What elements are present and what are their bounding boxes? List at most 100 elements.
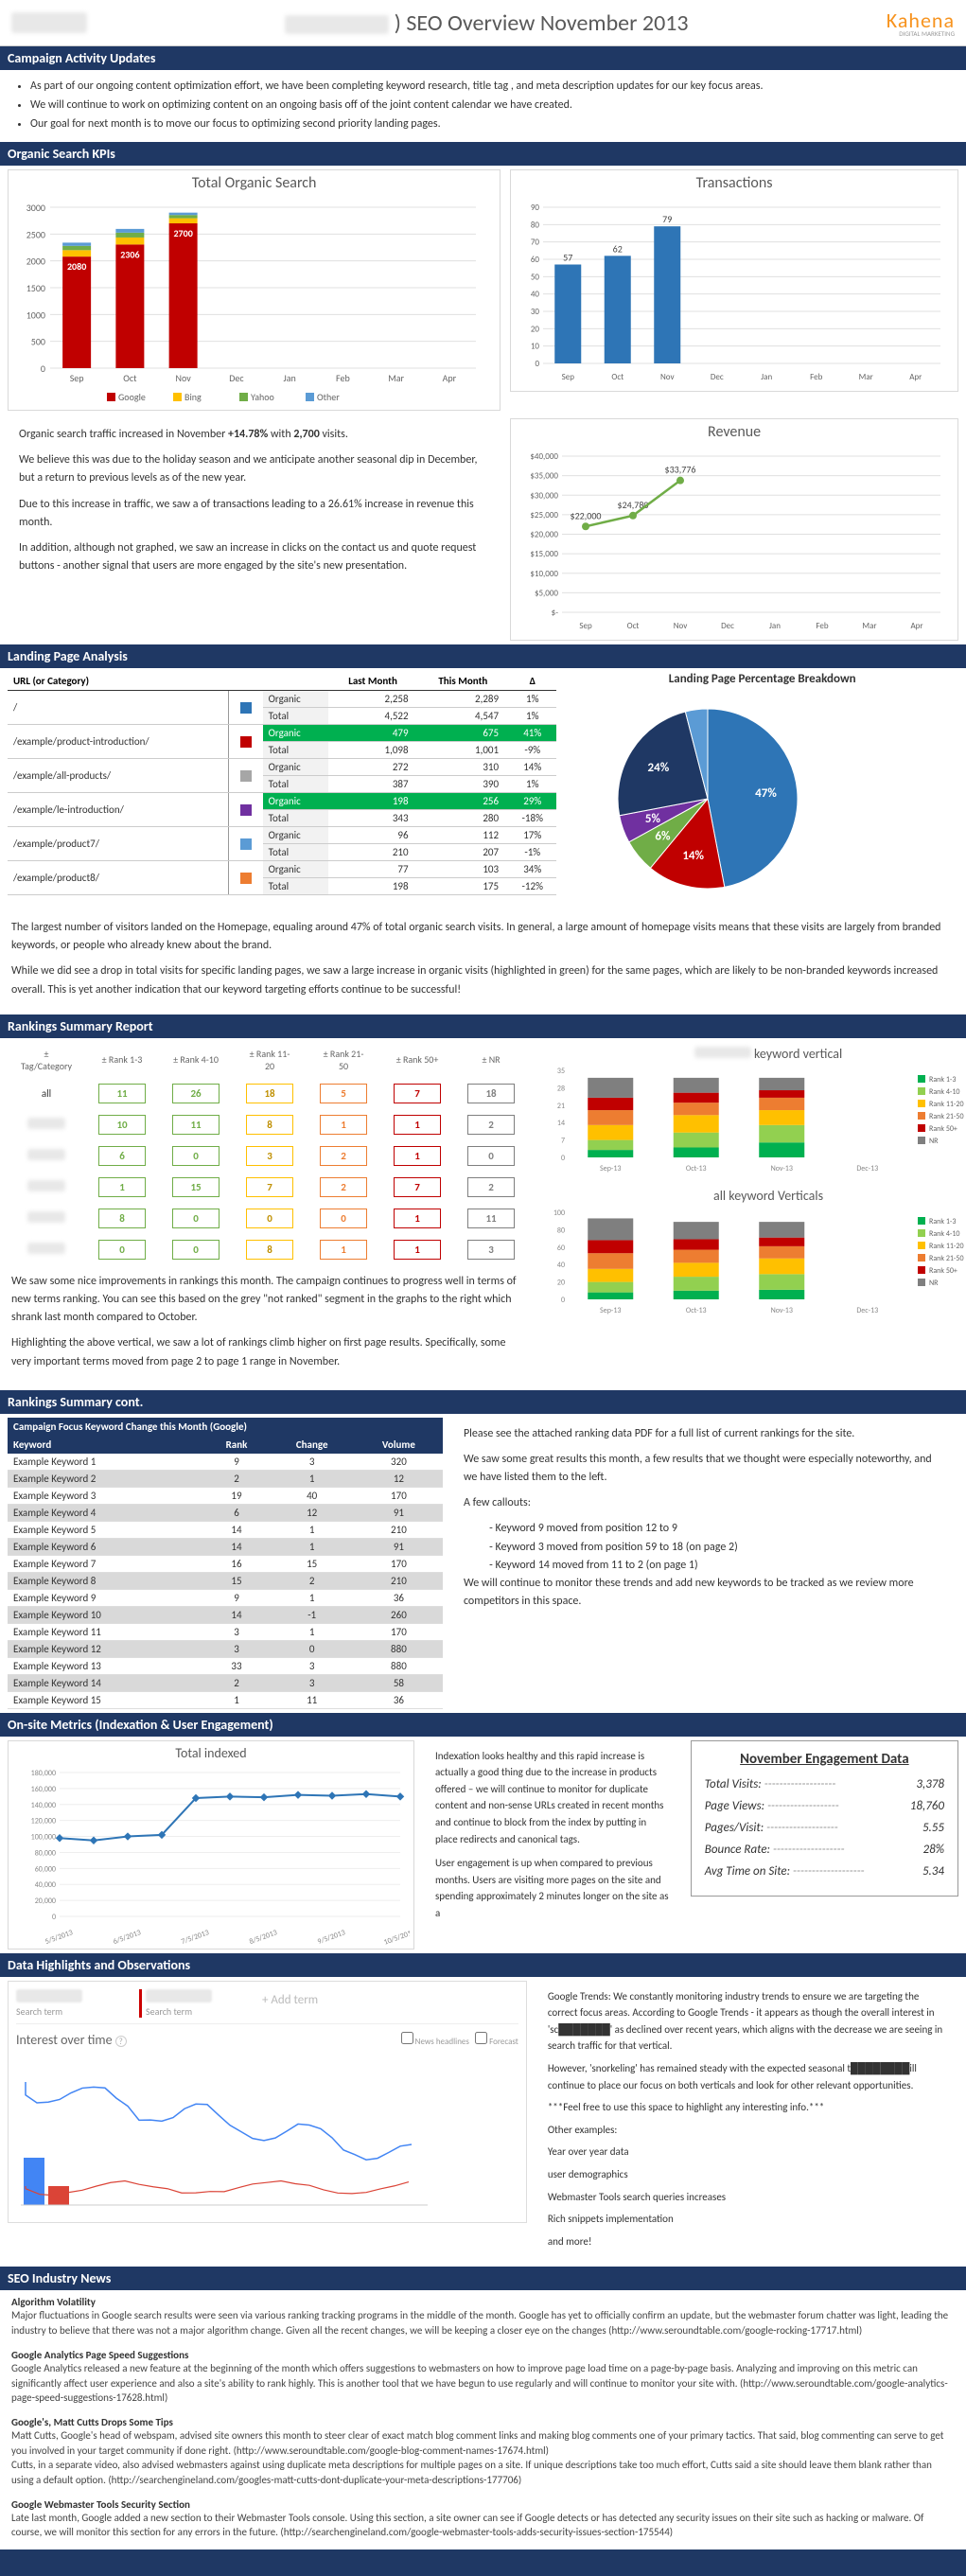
svg-text:60,000: 60,000 (35, 1864, 56, 1874)
total-organic-chart: Total Organic Search 0500100015002000250… (8, 169, 501, 411)
svg-text:Oct: Oct (627, 621, 640, 631)
svg-text:10/5/2013: 10/5/2013 (382, 1927, 410, 1944)
svg-text:6%: 6% (656, 829, 672, 843)
forecast-checkbox[interactable] (475, 2032, 487, 2044)
svg-text:Rank 1-3: Rank 1-3 (929, 1075, 956, 1085)
svg-text:Jan: Jan (284, 372, 296, 384)
svg-text:47%: 47% (756, 786, 778, 801)
svg-text:Feb: Feb (336, 372, 350, 384)
svg-text:24%: 24% (648, 761, 670, 775)
svg-text:20: 20 (531, 324, 540, 334)
section-highlights: Data Highlights and Observations (0, 1953, 966, 1977)
svg-text:60: 60 (557, 1244, 565, 1253)
svg-text:Nov: Nov (176, 372, 192, 384)
svg-text:40: 40 (531, 290, 540, 300)
svg-text:$15,000: $15,000 (531, 549, 559, 559)
section-news: SEO Industry News (0, 2267, 966, 2290)
svg-text:Apr: Apr (443, 372, 457, 384)
svg-text:Rank 11-20: Rank 11-20 (929, 1242, 964, 1251)
svg-text:Sep: Sep (70, 372, 84, 384)
engagement-box: November Engagement Data Total Visits: -… (691, 1740, 958, 1897)
svg-text:Dec: Dec (711, 372, 724, 382)
svg-text:180,000: 180,000 (31, 1769, 56, 1778)
rank-bar-chart-2: 020406080100Sep-13Oct-13Nov-13Dec-13Rank… (541, 1208, 966, 1316)
svg-text:5%: 5% (645, 812, 661, 826)
svg-text:Oct-13: Oct-13 (686, 1306, 707, 1315)
svg-text:30: 30 (531, 307, 540, 317)
svg-text:$33,776: $33,776 (665, 464, 696, 476)
svg-text:Feb: Feb (810, 372, 822, 382)
svg-text:Apr: Apr (911, 621, 923, 631)
svg-text:160,000: 160,000 (31, 1785, 56, 1794)
logo: Kahena DIGITAL MARKETING (887, 8, 955, 38)
svg-text:8/5/2013: 8/5/2013 (248, 1928, 278, 1945)
svg-text:$-: $- (552, 608, 559, 618)
svg-text:$22,000: $22,000 (571, 509, 602, 521)
svg-text:40,000: 40,000 (35, 1880, 56, 1890)
svg-text:Feb: Feb (817, 621, 829, 631)
section-campaign-updates: Campaign Activity Updates (0, 46, 966, 70)
svg-text:Yahoo: Yahoo (251, 391, 274, 403)
svg-text:Dec-13: Dec-13 (856, 1306, 878, 1315)
svg-text:$35,000: $35,000 (531, 471, 559, 482)
svg-text:3000: 3000 (26, 202, 45, 214)
keyword-analysis: Please see the attached ranking data PDF… (452, 1418, 958, 1709)
news-item: Google Analytics Page Speed SuggestionsG… (0, 2343, 966, 2410)
svg-text:500: 500 (31, 336, 45, 348)
svg-text:80,000: 80,000 (35, 1848, 56, 1858)
svg-text:2306: 2306 (120, 248, 139, 260)
svg-text:2080: 2080 (67, 260, 86, 273)
svg-text:Nov-13: Nov-13 (771, 1164, 793, 1173)
svg-text:7: 7 (561, 1136, 565, 1145)
svg-text:Mar: Mar (859, 372, 873, 382)
news-headlines-checkbox[interactable] (401, 2032, 413, 2044)
svg-text:$10,000: $10,000 (531, 569, 559, 579)
svg-text:Dec: Dec (229, 372, 244, 384)
svg-text:14: 14 (557, 1119, 565, 1128)
svg-text:$24,780: $24,780 (618, 499, 649, 511)
svg-text:100: 100 (553, 1209, 565, 1218)
svg-text:$30,000: $30,000 (531, 490, 559, 501)
svg-text:Rank 21-50: Rank 21-50 (929, 1254, 964, 1263)
campaign-updates-body: As part of our ongoing content optimizat… (0, 70, 966, 142)
svg-text:Nov: Nov (660, 372, 675, 382)
svg-text:21: 21 (557, 1102, 565, 1111)
svg-text:1500: 1500 (26, 282, 45, 294)
organic-analysis-text: Organic search traffic increased in Nove… (8, 418, 501, 591)
svg-text:20: 20 (557, 1278, 565, 1287)
indexation-text: Indexation looks healthy and this rapid … (424, 1740, 681, 1950)
pie-title: Landing Page Percentage Breakdown (566, 672, 958, 686)
footer-bar (0, 2550, 966, 2576)
keyword-change-table: Campaign Focus Keyword Change this Month… (8, 1418, 443, 1709)
svg-text:0: 0 (561, 1154, 565, 1163)
transactions-chart: Transactions 0102030405060708090576279Se… (510, 169, 958, 392)
svg-text:0: 0 (41, 362, 45, 375)
svg-text:Rank 50+: Rank 50+ (929, 1266, 957, 1276)
rank-bar-chart-1: 0714212835Sep-13Oct-13Nov-13Dec-13Rank 1… (541, 1066, 966, 1174)
trends-search-label-1: Search term (16, 2005, 101, 2018)
svg-text:6/5/2013: 6/5/2013 (112, 1928, 142, 1945)
svg-text:0: 0 (561, 1296, 565, 1305)
svg-text:2500: 2500 (26, 228, 45, 240)
landing-page-analysis: The largest number of visitors landed on… (0, 911, 966, 1015)
trends-add-term[interactable]: + Add term (262, 1989, 347, 2018)
svg-text:60: 60 (531, 255, 540, 265)
svg-text:Rank 4-10: Rank 4-10 (929, 1229, 959, 1239)
svg-text:Rank 21-50: Rank 21-50 (929, 1112, 964, 1121)
rank-bar1-title: keyword vertical (541, 1046, 966, 1062)
svg-text:Rank 1-3: Rank 1-3 (929, 1217, 956, 1226)
svg-text:35: 35 (557, 1067, 565, 1076)
svg-text:Google: Google (118, 391, 146, 403)
revenue-chart: Revenue $-$5,000$10,000$15,000$20,000$25… (510, 418, 958, 641)
landing-page-pie: 47%14%6%5%24% (566, 690, 850, 908)
svg-text:140,000: 140,000 (31, 1800, 56, 1809)
svg-text:80: 80 (557, 1226, 565, 1235)
svg-text:90: 90 (531, 203, 540, 213)
news-item: Google Webmaster Tools Security SectionL… (0, 2493, 966, 2546)
svg-text:80: 80 (531, 220, 540, 230)
svg-text:Bing: Bing (184, 391, 202, 403)
svg-text:Oct: Oct (612, 372, 624, 382)
section-onsite: On-site Metrics (Indexation & User Engag… (0, 1713, 966, 1737)
campaign-bullet: Our goal for next month is to move our f… (30, 115, 955, 132)
svg-text:Oct-13: Oct-13 (686, 1164, 707, 1173)
